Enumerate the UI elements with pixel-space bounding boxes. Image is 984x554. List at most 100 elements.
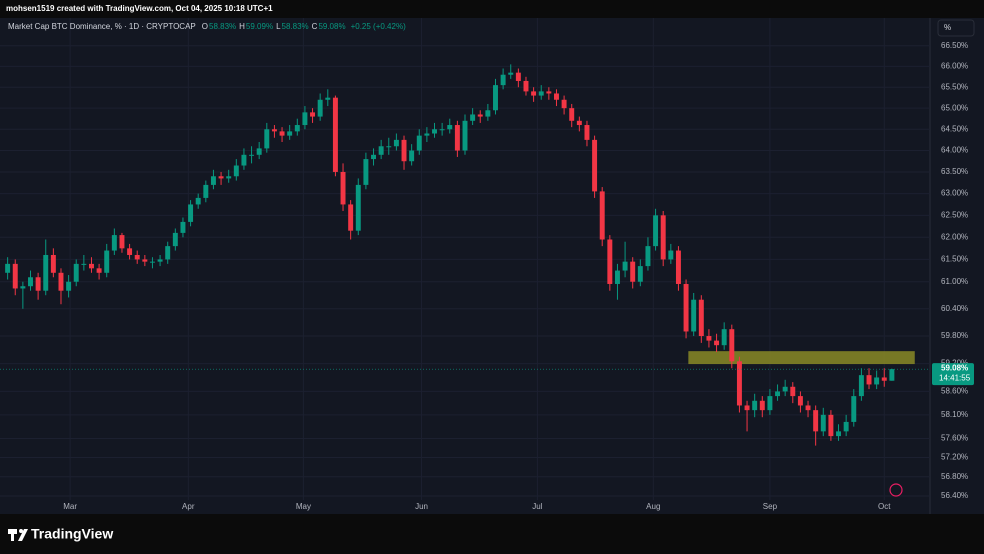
- legend-change: +0.25 (+0.42%): [351, 22, 406, 31]
- candle-body: [28, 277, 33, 287]
- tv-logo: [8, 529, 28, 541]
- candle-body: [35, 277, 41, 291]
- x-tick-label: Sep: [763, 502, 778, 511]
- candle-body: [477, 114, 483, 117]
- candle-body: [622, 261, 628, 271]
- scale-button-label[interactable]: %: [944, 23, 951, 32]
- countdown: 14:41:55: [939, 374, 971, 383]
- candle-body: [104, 250, 110, 273]
- y-tick-label: 63.50%: [941, 167, 968, 176]
- candle-body: [43, 254, 49, 291]
- candle-body: [287, 131, 293, 136]
- candle-body: [172, 232, 178, 247]
- candle-body: [127, 248, 133, 255]
- candle-body: [851, 396, 857, 422]
- candle-body: [599, 191, 605, 240]
- candle-body: [393, 139, 399, 147]
- candle-body: [691, 299, 697, 332]
- y-tick-label: 58.10%: [941, 410, 968, 419]
- candle-body: [546, 91, 552, 94]
- legend-label: C: [312, 22, 318, 31]
- candle-body: [20, 286, 26, 289]
- candle-body: [195, 197, 201, 205]
- candle-body: [790, 386, 796, 397]
- candle-body: [775, 391, 781, 397]
- y-tick-label: 56.40%: [941, 491, 968, 500]
- candle-body: [233, 165, 239, 177]
- legend-label: H: [239, 22, 245, 31]
- candle-body: [538, 91, 544, 96]
- candle-body: [119, 235, 125, 249]
- candle-body: [5, 263, 11, 273]
- candle-body: [782, 386, 788, 392]
- candle-body: [73, 263, 79, 282]
- candle-body: [340, 171, 346, 205]
- candle-body: [889, 369, 895, 381]
- x-tick-label: Jun: [415, 502, 428, 511]
- candle-body: [203, 184, 209, 198]
- candle-body: [149, 261, 155, 263]
- y-tick-label: 62.00%: [941, 232, 968, 241]
- candle-body: [241, 154, 247, 166]
- candle-body: [500, 74, 506, 86]
- candle-body: [607, 239, 613, 284]
- candle-body: [531, 91, 537, 96]
- candle-body: [874, 377, 880, 385]
- chart-area: [0, 18, 984, 514]
- candle-body: [279, 131, 285, 136]
- candle-body: [96, 268, 102, 273]
- legend-label: O: [202, 22, 208, 31]
- x-tick-label: Oct: [878, 502, 891, 511]
- candle-body: [668, 250, 674, 260]
- candle-body: [553, 93, 559, 100]
- candle-body: [592, 139, 598, 192]
- candle-body: [729, 329, 735, 362]
- y-tick-label: 64.50%: [941, 124, 968, 133]
- candle-body: [569, 108, 575, 121]
- candle-body: [645, 246, 651, 267]
- candle-body: [736, 361, 742, 406]
- candle-body: [836, 431, 842, 437]
- candle-body: [706, 336, 712, 341]
- candle-body: [683, 283, 689, 332]
- candle-body: [210, 176, 216, 185]
- candle-body: [881, 377, 887, 381]
- candle-body: [226, 176, 232, 179]
- candle-body: [249, 154, 255, 156]
- y-tick-label: 66.50%: [941, 41, 968, 50]
- candle-body: [325, 97, 331, 100]
- candle-body: [12, 263, 18, 289]
- candle-body: [363, 159, 369, 185]
- x-tick-label: Aug: [646, 502, 660, 511]
- header-text: mohsen1519 created with TradingView.com,…: [6, 4, 273, 13]
- candle-body: [675, 250, 681, 284]
- y-tick-label: 60.40%: [941, 304, 968, 313]
- last-price-label: 59.08%: [941, 364, 968, 373]
- y-tick-label: 61.00%: [941, 277, 968, 286]
- y-tick-label: 61.50%: [941, 255, 968, 264]
- y-tick-label: 56.80%: [941, 472, 968, 481]
- candle-body: [81, 263, 87, 265]
- legend-value: 58.83%: [282, 22, 309, 31]
- candle-body: [584, 125, 590, 140]
- candle-body: [493, 85, 498, 111]
- y-tick-label: 57.60%: [941, 434, 968, 443]
- candle-body: [828, 414, 834, 437]
- scale-button[interactable]: [937, 19, 975, 37]
- plot: [0, 18, 930, 500]
- candle-body: [88, 263, 94, 269]
- footer-logo: TradingView: [31, 526, 113, 542]
- alert-icon[interactable]: [889, 483, 903, 497]
- candle-body: [820, 414, 826, 432]
- candle-body: [310, 112, 316, 117]
- candle-body: [561, 99, 567, 109]
- candle-body: [721, 329, 727, 346]
- candle-body: [797, 396, 803, 406]
- y-tick-label: 65.00%: [941, 103, 968, 112]
- candle-body: [165, 246, 171, 260]
- y-tick-label: 64.00%: [941, 146, 968, 155]
- candle-body: [355, 184, 361, 231]
- candle-body: [805, 405, 811, 411]
- candle-body: [134, 254, 140, 260]
- candle-body: [576, 120, 582, 126]
